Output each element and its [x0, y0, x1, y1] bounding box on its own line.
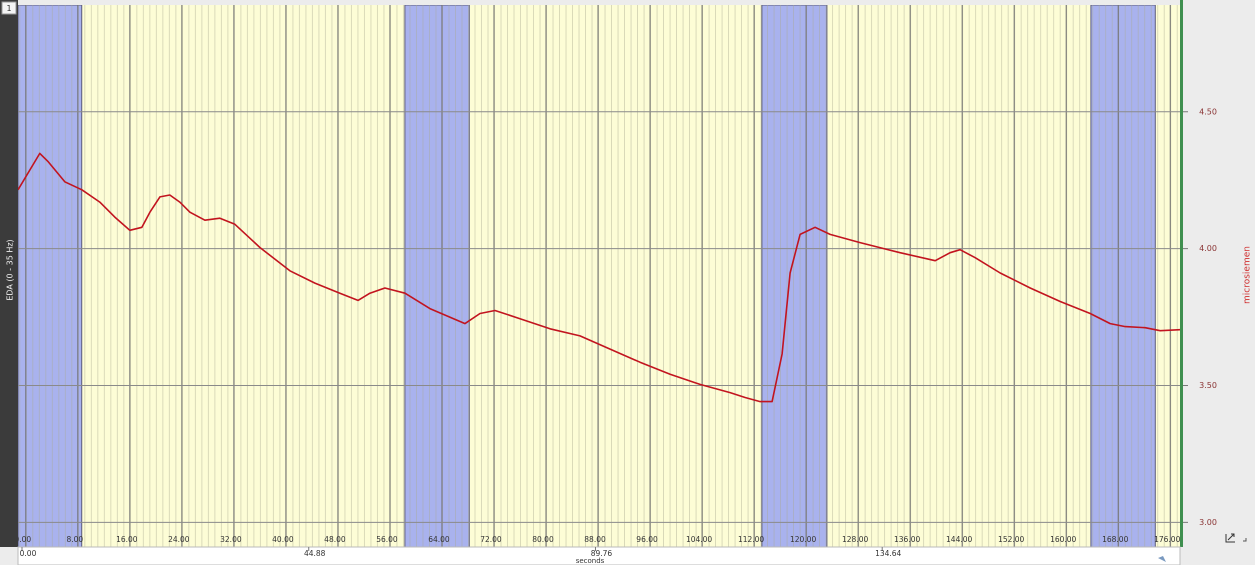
x-tick-label: 160.00: [1050, 535, 1076, 544]
x-tick-label: 24.00: [168, 535, 190, 544]
y-axis-label-left: EDA (0 - 35 Hz): [6, 239, 15, 300]
scale-icon[interactable]: [1225, 533, 1235, 543]
minor-grid: [18, 5, 1180, 547]
x-tick-label: 80.00: [532, 535, 554, 544]
x-tick-label: 152.00: [998, 535, 1024, 544]
x-axis-label: seconds: [576, 557, 605, 565]
x-tick-label: 72.00: [480, 535, 502, 544]
x-tick-label: 128.00: [842, 535, 868, 544]
x-tick-label: 176.00: [1154, 535, 1180, 544]
x-tick-label: 168.00: [1102, 535, 1128, 544]
x-tick-label: 144.00: [946, 535, 972, 544]
axis-line: [1180, 0, 1183, 547]
plot-area: 0.00 8.00 16.00 24.00 32.00 40.00 48.00 56.00 64…: [14, 5, 1180, 547]
x-tick-label: 136.00: [894, 535, 920, 544]
x-tick-label: 64.00: [428, 535, 450, 544]
x-tick-label: 112.00: [738, 535, 764, 544]
overview-tick-label: 134.64: [875, 549, 901, 558]
x-tick-label: 104.00: [686, 535, 712, 544]
y-tick-label: 4.00: [1199, 244, 1217, 253]
axis-panel: [1180, 0, 1255, 547]
y-tick-label: 4.50: [1199, 107, 1217, 116]
channel-number: 1: [6, 4, 11, 13]
x-tick-label: 48.00: [324, 535, 346, 544]
x-tick-label: 88.00: [584, 535, 606, 544]
data-line: [18, 152, 1180, 403]
channel-bar: [0, 0, 18, 547]
y-axis-label-right: microsiemen: [1243, 246, 1253, 304]
overview-tick-label: 89.76: [591, 549, 613, 558]
resize-icon[interactable]: [1243, 538, 1247, 542]
x-tick-label: 0.00: [14, 535, 31, 544]
overview-ruler: [17, 546, 1181, 565]
x-tick-label: 120.00: [790, 535, 816, 544]
y-tick-label: 3.00: [1199, 518, 1217, 527]
x-tick-label: 96.00: [636, 535, 658, 544]
x-tick-label: 40.00: [272, 535, 294, 544]
overview-tick-label: 0.00: [20, 549, 37, 558]
scroll-icon[interactable]: [1158, 556, 1166, 562]
x-tick-label: 32.00: [220, 535, 242, 544]
channel-box[interactable]: [1, 1, 17, 15]
x-tick-label: 16.00: [116, 535, 138, 544]
y-tick-label: 3.50: [1199, 381, 1217, 390]
x-tick-label: 8.00: [66, 535, 83, 544]
overview-tick-label: 44.88: [304, 549, 326, 558]
x-tick-label: 56.00: [376, 535, 398, 544]
